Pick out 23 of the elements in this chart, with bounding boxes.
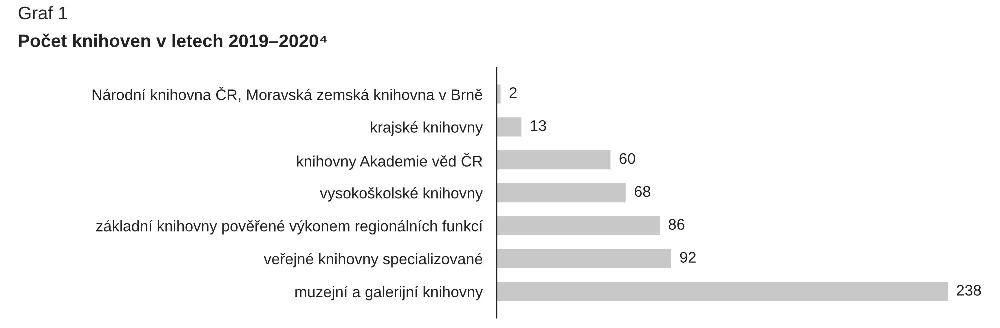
bar xyxy=(497,216,660,236)
bar xyxy=(497,118,522,137)
y-tick-label: základní knihovny pověřené výkonem regionálních funkcí xyxy=(96,220,484,235)
bar xyxy=(497,282,948,302)
y-tick-label: vysokoškolské knihovny xyxy=(320,187,484,202)
text: Graf 1 xyxy=(18,6,68,20)
y-tick-label: muzejní a galerijní knihovny xyxy=(296,286,484,301)
data-label: 238 xyxy=(957,285,982,296)
y-tick-label: krajské knihovny xyxy=(371,122,484,136)
data-label: 86 xyxy=(668,219,685,230)
data-label: 68 xyxy=(634,186,651,198)
text: Počet knihoven v letech 2019–2020⁴ xyxy=(19,34,328,48)
data-label: 2 xyxy=(510,88,517,98)
y-tick-label: knihovny Akademie věd ČR xyxy=(297,153,482,170)
data-label: 13 xyxy=(531,120,546,132)
y-tick-label: veřejné knihovny specializované xyxy=(264,253,482,268)
bar xyxy=(497,150,611,170)
bar xyxy=(497,249,672,268)
bar xyxy=(497,84,501,104)
data-label: 92 xyxy=(680,252,696,263)
bar xyxy=(497,183,626,203)
y-tick-label: Národní knihovna ČR, Moravská zemská knihovna v Brně xyxy=(92,86,482,102)
data-label: 60 xyxy=(620,153,636,164)
